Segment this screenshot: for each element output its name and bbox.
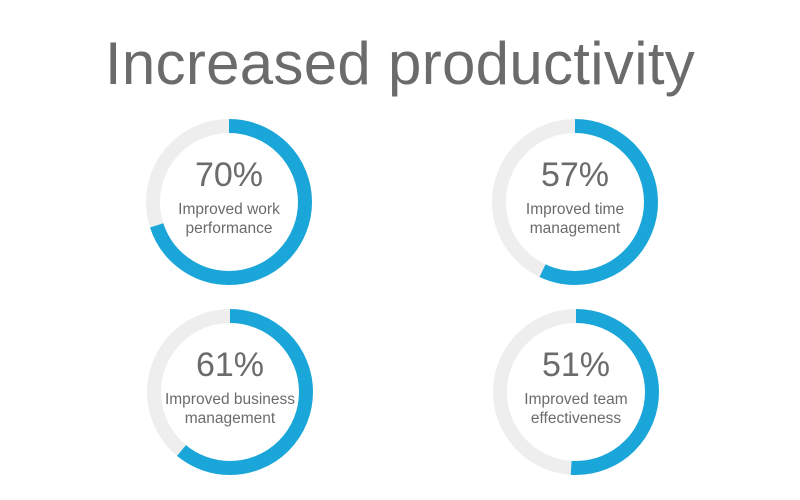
donut-time-management: 57% Improved time management <box>489 116 661 288</box>
donut-percent: 51% <box>541 346 611 384</box>
donut-work-performance: 70% Improved work performance <box>143 116 315 288</box>
donut-percent: 57% <box>540 156 610 194</box>
donut-label-line: Improved team <box>524 391 628 408</box>
donut-value-arc <box>493 309 659 475</box>
donut-value-arc <box>146 119 312 285</box>
donut-label-line: Improved work <box>178 201 280 218</box>
donut-label-line: Improved time <box>525 201 625 218</box>
donut-label-line: management <box>529 220 621 237</box>
donut-business-management: 61% Improved business management <box>144 306 316 478</box>
donut-label-line: management <box>184 410 276 427</box>
donut-percent: 61% <box>195 346 265 384</box>
donut-label-line: Improved business <box>164 391 296 408</box>
donut-text: 70% Improved work performance <box>143 116 315 288</box>
donut-label: Improved time management <box>499 200 651 238</box>
donut-label: Improved business management <box>154 390 306 428</box>
donut-text: 51% Improved team effectiveness <box>490 306 662 478</box>
donut-value-arc <box>147 309 313 475</box>
donut-text: 61% Improved business management <box>144 306 316 478</box>
donut-label-line: effectiveness <box>530 410 622 427</box>
donut-percent: 70% <box>194 156 264 194</box>
donut-ring <box>146 119 312 285</box>
donut-ring <box>492 119 658 285</box>
donut-ring <box>147 309 313 475</box>
donut-text: 57% Improved time management <box>489 116 661 288</box>
donut-team-effectiveness: 51% Improved team effectiveness <box>490 306 662 478</box>
donut-label: Improved team effectiveness <box>500 390 652 428</box>
donut-label: Improved work performance <box>153 200 305 238</box>
page-title: Increased productivity <box>104 30 696 97</box>
donut-ring <box>493 309 659 475</box>
donut-label-line: performance <box>185 220 273 237</box>
donut-value-arc <box>492 119 658 285</box>
